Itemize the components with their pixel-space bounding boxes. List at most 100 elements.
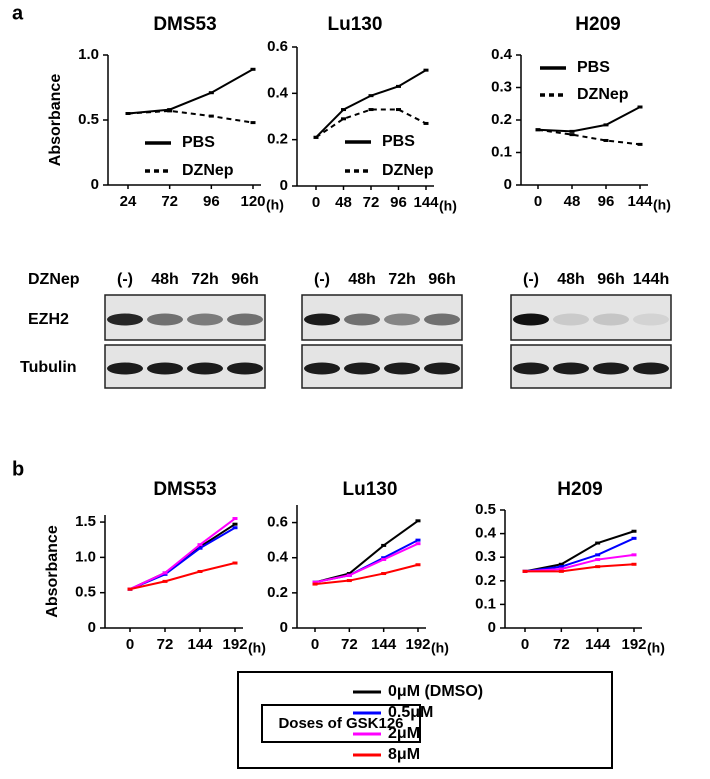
series-line: [127, 68, 254, 115]
legend-label: DZNep: [382, 162, 434, 179]
x-tick-label: 0: [521, 636, 529, 653]
series-line: [525, 563, 635, 573]
blot-band: [593, 362, 629, 375]
y-tick-label: 0.6: [267, 514, 288, 531]
blot-band: [304, 313, 340, 326]
legend-box: [237, 671, 613, 769]
x-tick-label: 144: [627, 193, 653, 210]
legend-label: DZNep: [182, 162, 234, 179]
blot-band: [227, 362, 263, 375]
y-tick-label: 0: [91, 176, 99, 193]
legend-label: 2μM: [388, 725, 420, 742]
chart-title: Lu130: [343, 479, 398, 500]
x-tick-label: 0: [312, 194, 320, 211]
blot-band: [107, 362, 143, 375]
legend-label: PBS: [382, 133, 415, 150]
blot-protein: Tubulin: [20, 359, 77, 376]
chart-title: DMS53: [153, 479, 216, 500]
lane-label: 48h: [348, 271, 376, 288]
blot-band: [384, 362, 420, 375]
x-tick-label: 72: [157, 636, 174, 653]
legend-title-box: [261, 704, 421, 743]
y-tick-label: 0.3: [491, 78, 512, 95]
x-tick-label: 120: [240, 193, 265, 210]
blot-band: [424, 362, 460, 375]
x-tick-label: 48: [564, 193, 581, 210]
x-tick-label: 96: [390, 194, 407, 211]
chart-title: H209: [575, 14, 620, 35]
y-tick-label: 0.4: [491, 46, 513, 63]
y-tick-label: 0.5: [475, 501, 496, 518]
series-line: [129, 523, 236, 591]
x-axis-label: (h): [431, 640, 449, 656]
legend-label: PBS: [577, 59, 610, 76]
chart-title: H209: [557, 479, 602, 500]
blot-band: [147, 313, 183, 326]
x-tick-label: 144: [413, 194, 439, 211]
x-axis-label: (h): [653, 197, 671, 213]
lane-label: 96h: [428, 271, 456, 288]
y-tick-label: 0.1: [475, 595, 496, 612]
blot-band: [633, 313, 669, 326]
series-line: [314, 542, 419, 584]
blot-band: [147, 362, 183, 375]
series-line: [524, 553, 635, 573]
series-line: [129, 562, 236, 591]
blot-band: [107, 313, 143, 326]
blot-band: [553, 313, 589, 326]
y-axis-label: Absorbance: [47, 74, 64, 167]
x-tick-label: 72: [341, 636, 358, 653]
blot-band: [593, 313, 629, 326]
lane-label: 48h: [151, 271, 179, 288]
lane-label: 144h: [633, 271, 669, 288]
y-tick-label: 0.2: [267, 131, 288, 148]
x-tick-label: 192: [222, 636, 247, 653]
legend-label: 0μM (DMSO): [388, 683, 483, 700]
x-tick-label: 48: [335, 194, 352, 211]
chart-title: Lu130: [328, 14, 383, 35]
blot-band: [187, 313, 223, 326]
y-tick-label: 0: [488, 619, 496, 636]
y-tick-label: 0: [504, 176, 512, 193]
x-tick-label: 144: [187, 636, 213, 653]
y-tick-label: 0.1: [491, 143, 512, 160]
y-tick-label: 1.0: [78, 46, 99, 63]
x-tick-label: 72: [553, 636, 570, 653]
y-tick-label: 0: [88, 619, 96, 636]
blot-band: [633, 362, 669, 375]
y-tick-label: 0: [280, 177, 288, 194]
panel-label: b: [12, 458, 24, 480]
y-tick-label: 0.4: [267, 549, 289, 566]
lane-label: (-): [117, 271, 133, 288]
y-axis-label: Absorbance: [44, 525, 61, 618]
lane-label: 96h: [597, 271, 625, 288]
lane-label: (-): [523, 271, 539, 288]
x-tick-label: 72: [161, 193, 178, 210]
y-tick-label: 0: [280, 619, 288, 636]
x-tick-label: 192: [621, 636, 646, 653]
x-tick-label: 0: [126, 636, 134, 653]
y-tick-label: 0.3: [475, 548, 496, 565]
lane-label: 96h: [231, 271, 259, 288]
y-tick-label: 0.5: [78, 111, 99, 128]
blot-band: [424, 313, 460, 326]
series-line: [524, 530, 635, 573]
legend-label: DZNep: [577, 86, 629, 103]
series-line: [315, 108, 427, 139]
x-tick-label: 144: [371, 636, 397, 653]
series-line: [314, 539, 419, 584]
y-tick-label: 0.4: [267, 84, 289, 101]
blot-band: [513, 313, 549, 326]
panel-label: a: [12, 2, 24, 24]
blot-treatment: DZNep: [28, 271, 80, 288]
x-axis-label: (h): [647, 640, 665, 656]
x-tick-label: 72: [363, 194, 380, 211]
series-line: [314, 563, 419, 586]
blot-protein: EZH2: [28, 311, 69, 328]
blot-band: [513, 362, 549, 375]
x-tick-label: 192: [405, 636, 430, 653]
legend-label: 0.5μM: [388, 704, 433, 721]
lane-label: 72h: [388, 271, 416, 288]
lane-label: (-): [314, 271, 330, 288]
